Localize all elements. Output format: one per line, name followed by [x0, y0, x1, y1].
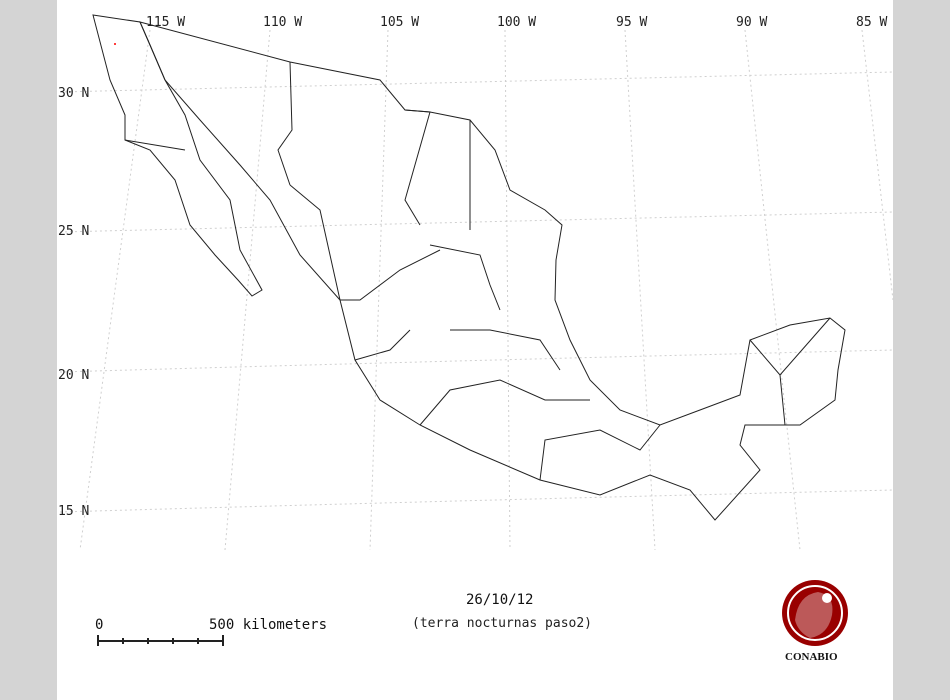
- mainland: [139, 21, 846, 521]
- mexico-outline: [92, 14, 846, 521]
- scale-end-label: 500 kilometers: [209, 617, 328, 633]
- lat-label: 20 N: [58, 368, 90, 383]
- lat-label: 25 N: [58, 224, 90, 239]
- state-borders: [124, 61, 831, 481]
- lon-label: 95 W: [616, 15, 648, 30]
- lon-label: 115 W: [146, 15, 186, 30]
- lat-label: 15 N: [58, 504, 90, 519]
- graticule: [59, 29, 894, 551]
- lat-label: 30 N: [58, 86, 90, 101]
- logo-text: CONABIO: [785, 651, 838, 663]
- scale-start-label: 0: [95, 617, 104, 633]
- lon-label: 105 W: [380, 15, 420, 30]
- lon-label: 85 W: [856, 15, 888, 30]
- lon-label: 100 W: [497, 15, 537, 30]
- map-panel: [57, 0, 893, 700]
- baja-california: [92, 14, 263, 297]
- map-subtitle: (terra nocturnas paso2): [412, 616, 593, 631]
- scale-bar: [97, 635, 224, 646]
- map-date: 26/10/12: [466, 592, 534, 608]
- conabio-logo-icon: [782, 580, 848, 646]
- lon-label: 110 W: [263, 15, 303, 30]
- lon-label: 90 W: [736, 15, 768, 30]
- hotspot-marker: [114, 43, 116, 45]
